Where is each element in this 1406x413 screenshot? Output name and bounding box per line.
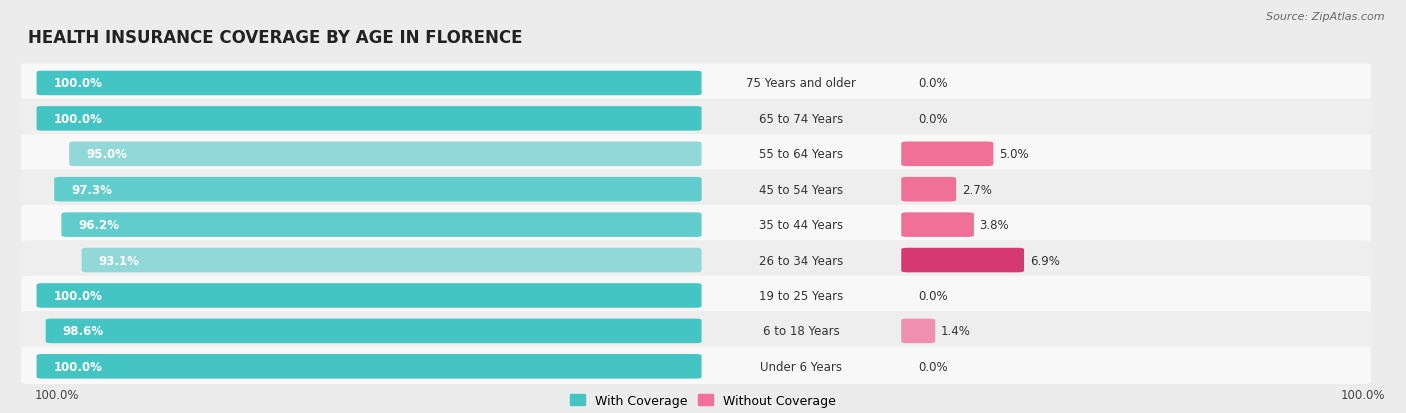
Text: 45 to 54 Years: 45 to 54 Years (759, 183, 844, 196)
Text: 35 to 44 Years: 35 to 44 Years (759, 218, 844, 232)
Text: 0.0%: 0.0% (918, 113, 948, 126)
Text: 1.4%: 1.4% (941, 325, 970, 337)
Text: 100.0%: 100.0% (53, 77, 103, 90)
Text: 93.1%: 93.1% (98, 254, 139, 267)
Text: 26 to 34 Years: 26 to 34 Years (759, 254, 844, 267)
Text: 3.8%: 3.8% (980, 218, 1010, 232)
Text: 5.0%: 5.0% (1000, 148, 1029, 161)
Text: Source: ZipAtlas.com: Source: ZipAtlas.com (1267, 12, 1385, 22)
Text: 65 to 74 Years: 65 to 74 Years (759, 113, 844, 126)
Text: 0.0%: 0.0% (918, 360, 948, 373)
Text: 0.0%: 0.0% (918, 77, 948, 90)
Text: 96.2%: 96.2% (79, 218, 120, 232)
Text: 0.0%: 0.0% (918, 289, 948, 302)
Text: 100.0%: 100.0% (1340, 388, 1385, 401)
Text: 98.6%: 98.6% (63, 325, 104, 337)
Text: 100.0%: 100.0% (35, 388, 80, 401)
Text: 95.0%: 95.0% (86, 148, 127, 161)
Text: 2.7%: 2.7% (962, 183, 991, 196)
Text: 100.0%: 100.0% (53, 113, 103, 126)
Legend: With Coverage, Without Coverage: With Coverage, Without Coverage (571, 394, 835, 407)
Text: 100.0%: 100.0% (53, 289, 103, 302)
Text: 100.0%: 100.0% (53, 360, 103, 373)
Text: 55 to 64 Years: 55 to 64 Years (759, 148, 844, 161)
Text: HEALTH INSURANCE COVERAGE BY AGE IN FLORENCE: HEALTH INSURANCE COVERAGE BY AGE IN FLOR… (28, 29, 523, 47)
Text: 75 Years and older: 75 Years and older (747, 77, 856, 90)
Text: 6 to 18 Years: 6 to 18 Years (763, 325, 839, 337)
Text: 97.3%: 97.3% (72, 183, 112, 196)
Text: Under 6 Years: Under 6 Years (761, 360, 842, 373)
Text: 6.9%: 6.9% (1029, 254, 1060, 267)
Text: 19 to 25 Years: 19 to 25 Years (759, 289, 844, 302)
